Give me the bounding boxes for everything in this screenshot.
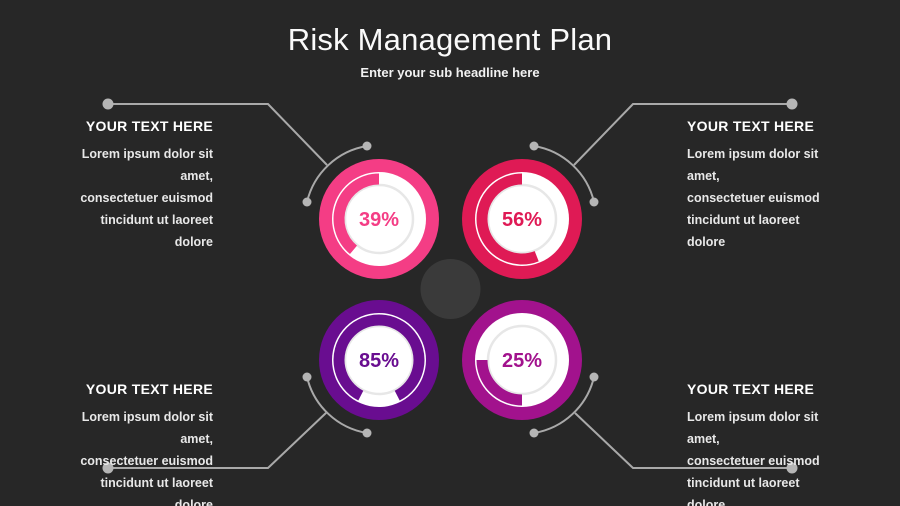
end-dot-bottom-right: [786, 462, 798, 474]
text-block-heading: YOUR TEXT HERE: [85, 118, 213, 134]
gauge-percent-label: 56%: [502, 209, 542, 231]
text-block-body-line: consectetuer euismod: [80, 191, 213, 205]
text-block-body-line: tincidunt ut laoreet dolore: [100, 213, 214, 249]
gauge-progress-arc: [333, 314, 425, 401]
arc-dot: [302, 372, 312, 382]
text-block-body-line: tincidunt ut laoreet dolore: [100, 476, 214, 506]
text-block-body-line: consectetuer euismod: [687, 454, 820, 468]
slide-subtitle: Enter your sub headline here: [360, 65, 540, 80]
arc-dot: [529, 428, 539, 438]
gauge-percent-label: 25%: [502, 350, 542, 372]
gauge-top-right: 56%: [462, 159, 582, 279]
connector-dots: [102, 98, 798, 474]
gauge-inner-track: [343, 324, 415, 396]
gauge-inner-track: [486, 183, 558, 255]
gauge-progress-arc: [476, 359, 523, 406]
arc-dot: [589, 372, 599, 382]
end-dot-top-right: [786, 98, 798, 110]
connector-top-right: [573, 103, 787, 166]
gauge-percent-label: 85%: [359, 350, 399, 372]
deco-arc-top-right: [533, 145, 595, 203]
text-block-body-line: Lorem ipsum dolor sit amet,: [81, 147, 213, 183]
deco-arc-bottom-right: [533, 376, 595, 434]
slide-title: Risk Management Plan: [287, 22, 613, 57]
gauge-progress-arc: [476, 173, 539, 265]
arc-dot: [362, 141, 372, 151]
gauge-bottom-left: 85%: [319, 300, 439, 420]
gauge-top-left: 39%: [319, 159, 439, 279]
deco-arc-top-left: [306, 145, 368, 203]
text-block-bottom-right: YOUR TEXT HERE Lorem ipsum dolor sit ame…: [687, 381, 839, 506]
text-block-heading: YOUR TEXT HERE: [687, 118, 815, 134]
text-block-body-line: tincidunt ut laoreet dolore: [687, 476, 800, 506]
text-block-heading: YOUR TEXT HERE: [687, 381, 815, 397]
text-block-body-line: Lorem ipsum dolor sit amet,: [687, 147, 819, 183]
connector-top-left: [113, 103, 328, 166]
gauge-bottom-right: 25%: [462, 300, 582, 420]
end-dot-top-left: [102, 98, 114, 110]
text-block-body-line: consectetuer euismod: [687, 191, 820, 205]
gauge-inner-track: [486, 324, 558, 396]
gauge-progress-arc: [333, 173, 380, 255]
text-block-body-line: consectetuer euismod: [80, 454, 213, 468]
center-backdrop-circle: [420, 259, 481, 319]
deco-arc-bottom-left: [306, 376, 368, 434]
arc-dot: [529, 141, 539, 151]
end-dot-bottom-left: [102, 462, 114, 474]
connector-bottom-right: [574, 412, 787, 469]
arc-dot: [589, 197, 599, 207]
arc-dot: [302, 197, 312, 207]
gauge-percent-label: 39%: [359, 209, 399, 231]
connector-lines: [113, 103, 787, 469]
connector-bottom-left: [113, 411, 328, 469]
text-block-bottom-left: YOUR TEXT HERE Lorem ipsum dolor sit ame…: [61, 381, 213, 506]
text-block-body-line: Lorem ipsum dolor sit amet,: [81, 410, 213, 446]
text-block-body-line: Lorem ipsum dolor sit amet,: [687, 410, 819, 446]
text-block-top-left: YOUR TEXT HERE Lorem ipsum dolor sit ame…: [61, 118, 213, 253]
arc-dot: [362, 428, 372, 438]
text-block-heading: YOUR TEXT HERE: [85, 381, 213, 397]
text-block-body-line: tincidunt ut laoreet dolore: [687, 213, 800, 249]
gauge-inner-track: [343, 183, 415, 255]
text-block-top-right: YOUR TEXT HERE Lorem ipsum dolor sit ame…: [687, 118, 839, 253]
